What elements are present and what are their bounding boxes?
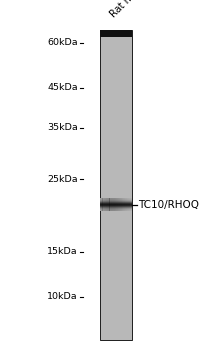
- Bar: [111, 198, 112, 211]
- Bar: [103, 198, 104, 211]
- Bar: [101, 198, 102, 211]
- Bar: [99, 30, 131, 340]
- Bar: [104, 198, 105, 211]
- Bar: [99, 30, 131, 37]
- Bar: [130, 198, 131, 211]
- Bar: [115, 198, 116, 211]
- Bar: [114, 198, 115, 211]
- Bar: [107, 198, 108, 211]
- Bar: [112, 198, 113, 211]
- Bar: [128, 198, 129, 211]
- Bar: [130, 198, 131, 211]
- Bar: [119, 198, 120, 211]
- Bar: [113, 198, 114, 211]
- Bar: [106, 198, 107, 211]
- Bar: [108, 198, 109, 211]
- Bar: [121, 198, 122, 211]
- Bar: [116, 198, 117, 211]
- Text: 25kDa: 25kDa: [47, 175, 78, 184]
- Text: 35kDa: 35kDa: [47, 123, 78, 132]
- Bar: [102, 198, 103, 211]
- Bar: [122, 198, 123, 211]
- Text: 10kDa: 10kDa: [47, 292, 78, 301]
- Text: 60kDa: 60kDa: [47, 38, 78, 47]
- Text: 15kDa: 15kDa: [47, 247, 78, 257]
- Bar: [100, 198, 101, 211]
- Bar: [99, 198, 100, 211]
- Bar: [105, 198, 106, 211]
- Bar: [120, 198, 121, 211]
- Text: Rat heart: Rat heart: [108, 0, 147, 19]
- Bar: [124, 198, 125, 211]
- Bar: [126, 198, 127, 211]
- Bar: [109, 198, 110, 211]
- Text: 45kDa: 45kDa: [47, 83, 78, 92]
- Bar: [123, 198, 124, 211]
- Bar: [125, 198, 126, 211]
- Bar: [117, 198, 118, 211]
- Bar: [110, 198, 111, 211]
- Bar: [118, 198, 119, 211]
- Bar: [129, 198, 130, 211]
- Bar: [118, 198, 119, 211]
- Bar: [111, 198, 112, 211]
- Bar: [127, 198, 128, 211]
- Text: TC10/RHOQ: TC10/RHOQ: [138, 200, 198, 210]
